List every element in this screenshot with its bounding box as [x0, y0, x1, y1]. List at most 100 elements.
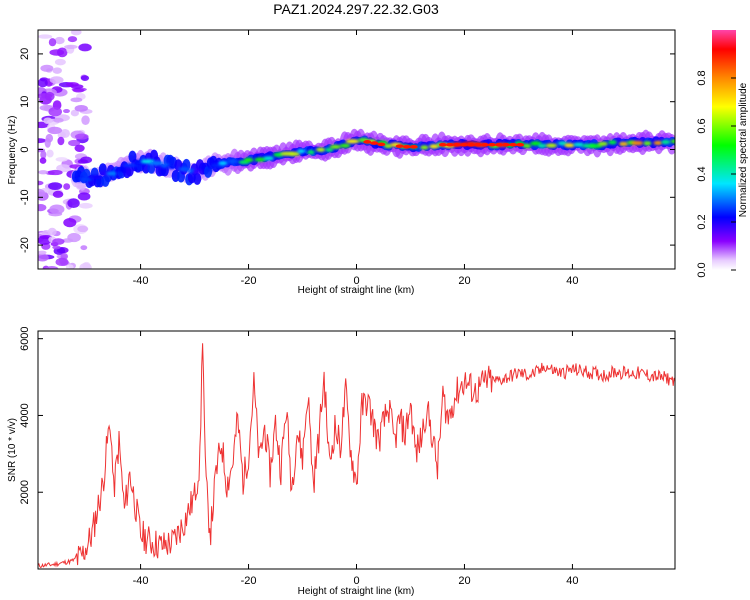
spectral-peak	[186, 168, 196, 174]
spectrogram-x-label: Height of straight line (km)	[298, 285, 415, 296]
spectral-noise-blob	[77, 225, 89, 233]
spectral-noise-blob	[74, 144, 85, 152]
spectral-peak	[218, 161, 228, 166]
spectral-peak	[178, 166, 189, 172]
x-tick-label: 40	[566, 275, 578, 287]
spectral-noise-blob	[55, 157, 68, 162]
colorbar-tick-label: 0.8	[696, 70, 708, 85]
colorbar-tick-label: 0.2	[696, 214, 708, 229]
spectral-noise-blob	[53, 117, 64, 123]
spectral-noise-blob	[60, 128, 70, 138]
y-tick-label: 6000	[19, 326, 31, 350]
y-tick-label: -10	[19, 189, 31, 205]
spectral-peak-strong	[438, 142, 447, 147]
spectral-noise-blob	[62, 238, 74, 243]
spectral-peak-strong	[495, 142, 504, 147]
spectral-peak	[243, 157, 254, 163]
spectral-peak	[116, 167, 126, 172]
x-tick-label: -40	[133, 275, 149, 287]
spectral-peak-strong	[370, 141, 379, 145]
spectral-noise-blob	[44, 91, 55, 101]
spectral-peak	[653, 140, 663, 146]
spectral-noise-blob	[70, 109, 79, 117]
spectral-peak	[325, 147, 334, 153]
snr-panel: -40 -20 0 20 40 2000 4000 6000 Height of strai…	[7, 326, 676, 597]
spectral-noise-blob	[52, 238, 65, 245]
colorbar-gradient	[712, 30, 736, 270]
spectral-noise-blob	[48, 106, 62, 117]
spectral-noise-blob	[47, 227, 57, 236]
spectral-peak	[522, 143, 532, 149]
spectral-noise-blob	[72, 88, 85, 93]
spectral-peak	[643, 141, 652, 146]
spectral-noise-blob	[38, 138, 47, 144]
spectral-noise-blob	[45, 266, 59, 269]
colorbar-tick-label: 0.0	[696, 262, 708, 277]
spectral-peak	[306, 150, 316, 155]
spectral-noise-blob	[40, 150, 47, 160]
spectral-noise-blob	[70, 97, 83, 103]
spectral-noise-blob	[70, 30, 82, 36]
spectral-noise-blob	[38, 253, 49, 262]
spectral-peak	[545, 143, 558, 148]
spectral-peak	[420, 145, 429, 150]
spectral-peak-strong	[445, 142, 454, 147]
spectral-noise-blob	[52, 190, 64, 198]
spectral-noise-blob	[54, 58, 66, 66]
x-tick-label: 20	[458, 275, 470, 287]
spectral-peak-strong	[459, 142, 468, 147]
spectral-peak-strong	[363, 140, 372, 144]
spectral-noise-blob	[63, 109, 70, 114]
x-tick-label: -40	[133, 575, 149, 587]
spectral-peak-strong	[509, 142, 518, 147]
spectral-peak	[166, 165, 176, 170]
spectral-noise-blob	[38, 34, 53, 39]
colorbar: 0.0 0.2 0.4 0.6 0.8 Normalized spectral ampl…	[696, 30, 749, 278]
x-tick-label: 40	[566, 575, 578, 587]
spectral-noise-blob	[39, 157, 47, 164]
spectral-noise-blob	[52, 67, 62, 74]
spectral-noise-blob	[48, 182, 63, 190]
spectrogram-x-axis: -40 -20 0 20 40	[133, 30, 579, 287]
spectral-peak-strong	[502, 142, 511, 147]
spectral-noise-blob	[38, 204, 47, 212]
spectral-noise-blob	[56, 164, 72, 173]
spectral-noise-blob	[78, 43, 92, 52]
spectral-peak	[597, 141, 609, 147]
spectral-peak-strong	[516, 142, 525, 147]
spectral-noise-blob	[77, 159, 89, 164]
spectral-noise-blob	[48, 38, 57, 47]
spectral-noise-blob	[38, 148, 46, 153]
spectral-noise-blob	[40, 64, 54, 72]
spectral-peak	[339, 143, 351, 148]
spectral-noise-blob	[47, 169, 63, 176]
spectral-peak	[79, 177, 93, 182]
spectral-peak-strong	[402, 144, 411, 149]
spectral-peak	[564, 143, 575, 148]
spectral-peak-strong	[377, 142, 386, 147]
spectral-noise-blob	[67, 36, 78, 43]
spectral-noise-blob	[64, 44, 78, 49]
y-tick-label: 0	[19, 146, 31, 152]
colorbar-label: Normalized spectral amplitude	[738, 82, 749, 217]
snr-y-axis: 2000 4000 6000	[19, 326, 675, 504]
spectral-noise-blob	[67, 198, 80, 209]
x-tick-label: -20	[241, 575, 257, 587]
y-tick-label: 4000	[19, 403, 31, 427]
spectral-peak-strong	[395, 144, 404, 148]
spectral-noise-blob	[38, 170, 49, 175]
spectral-peak	[670, 139, 675, 144]
spectral-peak	[631, 140, 644, 146]
spectral-noise-blob	[49, 76, 64, 84]
spectral-peak	[254, 157, 267, 162]
spectral-noise-blob	[74, 133, 89, 140]
spectral-peak	[226, 159, 239, 164]
spectral-peak	[537, 143, 547, 148]
spectral-peak	[429, 144, 439, 149]
colorbar-tick-label: 0.6	[696, 118, 708, 133]
chart-title: PAZ1.2024.297.22.32.G03	[273, 1, 439, 17]
spectral-peak-strong	[487, 142, 496, 147]
spectral-noise-blob	[65, 264, 74, 269]
spectral-peak-strong	[473, 142, 482, 147]
spectral-noise-blob	[38, 188, 46, 199]
